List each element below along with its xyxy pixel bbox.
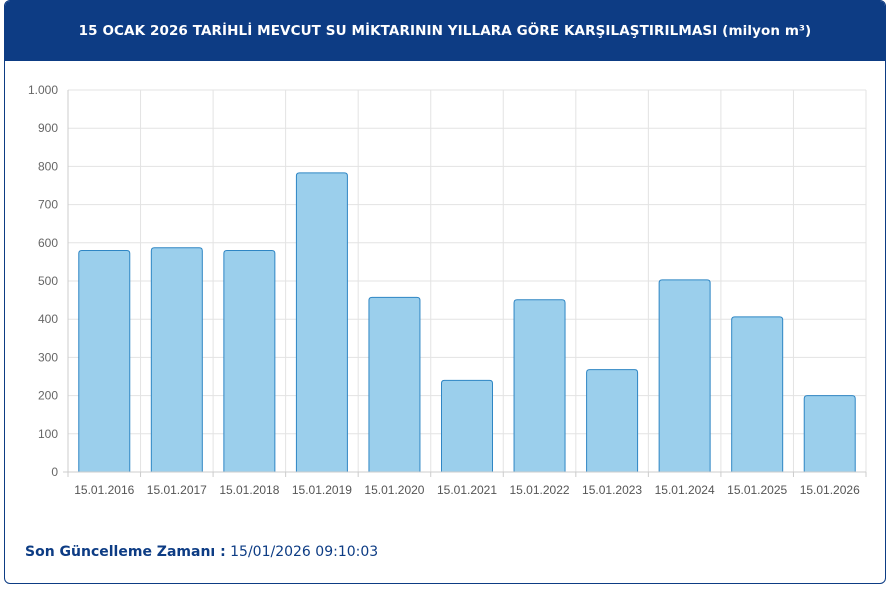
y-tick-label: 1.000 — [28, 83, 58, 97]
chart-title: 15 OCAK 2026 TARİHLİ MEVCUT SU MİKTARINI… — [78, 23, 812, 39]
y-tick-label: 700 — [38, 198, 58, 212]
y-tick-label: 500 — [38, 274, 58, 288]
y-tick-label: 400 — [38, 312, 58, 326]
last-update-label: Son Güncelleme Zamanı : — [25, 544, 226, 560]
x-tick-label: 15.01.2020 — [364, 483, 424, 497]
chart-header: 15 OCAK 2026 TARİHLİ MEVCUT SU MİKTARINI… — [5, 1, 885, 61]
bar — [586, 369, 639, 473]
y-tick-label: 100 — [38, 427, 58, 441]
bar — [223, 249, 276, 473]
y-tick-label: 600 — [38, 236, 58, 250]
bar — [803, 395, 856, 473]
last-update: Son Güncelleme Zamanı : 15/01/2026 09:10… — [25, 544, 378, 560]
x-tick-label: 15.01.2022 — [510, 483, 570, 497]
x-tick-label: 15.01.2024 — [655, 483, 715, 497]
y-tick-label: 0 — [51, 465, 58, 479]
bar — [150, 247, 203, 473]
x-tick-label: 15.01.2016 — [74, 483, 134, 497]
x-tick-label: 15.01.2019 — [292, 483, 352, 497]
bar — [78, 249, 131, 473]
x-tick-label: 15.01.2018 — [219, 483, 279, 497]
bar — [441, 379, 493, 473]
last-update-value: 15/01/2026 09:10:03 — [230, 544, 379, 560]
bar — [658, 279, 711, 473]
x-tick-label: 15.01.2023 — [582, 483, 642, 497]
x-tick-label: 15.01.2025 — [727, 483, 787, 497]
x-tick-label: 15.01.2021 — [437, 483, 497, 497]
y-tick-label: 800 — [38, 159, 58, 173]
x-tick-label: 15.01.2026 — [800, 483, 860, 497]
y-tick-label: 300 — [38, 350, 58, 364]
y-tick-label: 200 — [38, 389, 58, 403]
x-tick-label: 15.01.2017 — [147, 483, 207, 497]
bar — [731, 316, 784, 473]
bar — [513, 299, 566, 473]
bar — [368, 296, 421, 473]
bar — [295, 172, 348, 473]
y-tick-label: 900 — [38, 121, 58, 135]
